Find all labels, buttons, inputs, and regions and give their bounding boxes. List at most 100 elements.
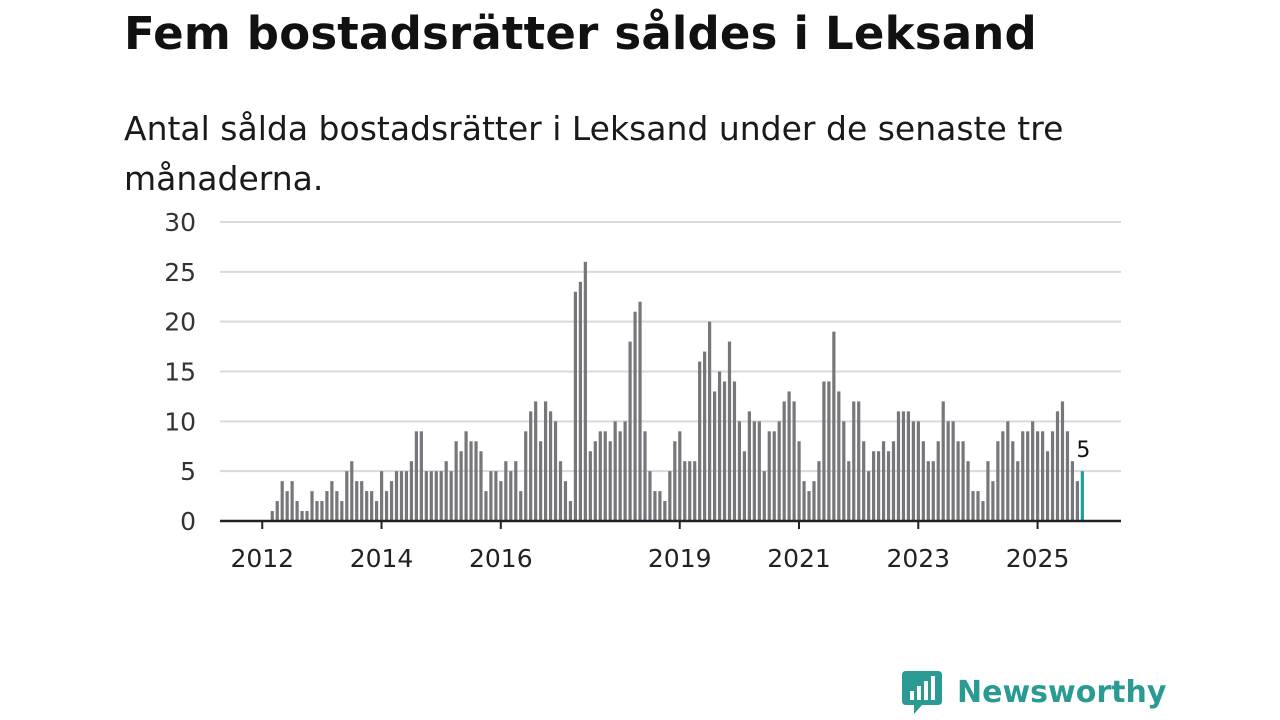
bar [1065, 431, 1070, 521]
bar [807, 491, 811, 521]
bar [310, 491, 314, 521]
bar [608, 441, 612, 521]
bar [439, 471, 443, 521]
bar [926, 461, 930, 521]
bar [827, 381, 831, 521]
bar [375, 501, 379, 521]
y-tick-label: 0 [180, 507, 196, 536]
bar [981, 501, 985, 521]
bar [434, 471, 438, 521]
bar [270, 511, 274, 521]
bar [558, 461, 563, 521]
x-tick-label: 2019 [648, 544, 712, 573]
bar [315, 501, 319, 521]
bar [886, 451, 891, 521]
bar [986, 461, 990, 521]
bar [757, 421, 761, 521]
bar [867, 471, 871, 521]
bar [717, 371, 722, 521]
bar [653, 491, 657, 521]
highlighted-bar [1080, 471, 1084, 521]
bar [698, 361, 702, 521]
bar [847, 461, 851, 521]
bar [399, 471, 404, 521]
bar [494, 471, 498, 521]
bar [832, 331, 836, 521]
bar [340, 501, 344, 521]
newsworthy-bar-chart-icon [902, 671, 942, 714]
bar [1075, 481, 1079, 521]
y-tick-label: 15 [164, 358, 196, 387]
bar [529, 411, 533, 521]
bar [305, 511, 309, 521]
bar [896, 411, 901, 521]
bar [857, 401, 861, 521]
bar [862, 441, 866, 521]
bar [737, 421, 742, 521]
bar [1055, 411, 1060, 521]
bar [504, 461, 508, 521]
bar [1016, 461, 1020, 521]
bar [1050, 431, 1055, 521]
y-tick-label: 20 [164, 308, 196, 337]
bar [534, 401, 538, 521]
bar [822, 381, 826, 521]
bar [514, 461, 518, 521]
bar [951, 421, 955, 521]
bar [414, 431, 418, 521]
bar [379, 471, 384, 521]
bar [628, 341, 632, 521]
bar [688, 461, 692, 521]
bar [772, 431, 776, 521]
bar [598, 431, 602, 521]
x-tick-label: 2021 [767, 544, 831, 573]
bar [648, 471, 652, 521]
bar [464, 431, 468, 521]
bar [752, 421, 756, 521]
bar [991, 481, 995, 521]
bar [1026, 431, 1030, 521]
bar [961, 441, 965, 521]
bar [365, 491, 369, 521]
bar [1001, 431, 1005, 521]
bar [782, 401, 786, 521]
bar [678, 431, 682, 521]
bar [1021, 431, 1025, 521]
bar [802, 481, 806, 521]
bar [881, 441, 886, 521]
bar [906, 411, 911, 521]
bar [389, 481, 394, 521]
bar [509, 471, 513, 521]
bar [911, 421, 915, 521]
bar [936, 441, 940, 521]
bar [1036, 431, 1040, 521]
bar [568, 501, 573, 521]
bar [946, 421, 950, 521]
y-tick-label: 10 [164, 407, 196, 436]
bar [817, 461, 821, 521]
bar [603, 431, 607, 521]
bar [777, 421, 781, 521]
y-tick-label: 25 [164, 258, 196, 287]
bar [971, 491, 975, 521]
x-tick-label: 2016 [469, 544, 533, 573]
bar [355, 481, 359, 521]
bar [424, 471, 428, 521]
bar [539, 441, 543, 521]
bar [921, 441, 925, 521]
logo-text: Newsworthy [957, 675, 1167, 710]
bar [553, 421, 558, 521]
bar [449, 471, 453, 521]
newsworthy-logo: Newsworthy [902, 668, 1166, 718]
x-tick-label: 2014 [350, 544, 414, 573]
bar [1006, 421, 1010, 521]
bar [544, 401, 548, 521]
chart-subtitle: Antal sålda bostadsrätter i Leksand unde… [124, 109, 1064, 198]
bar [370, 491, 374, 521]
bar [996, 441, 1000, 521]
bar [360, 481, 364, 521]
bar [345, 471, 349, 521]
bar [673, 441, 677, 521]
bar [722, 381, 727, 521]
